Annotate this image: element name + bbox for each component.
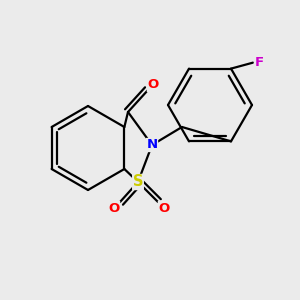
Text: F: F <box>254 56 264 69</box>
Text: O: O <box>108 202 120 214</box>
Text: O: O <box>158 202 169 214</box>
Text: N: N <box>146 139 158 152</box>
Text: O: O <box>147 79 159 92</box>
Text: S: S <box>133 175 143 190</box>
